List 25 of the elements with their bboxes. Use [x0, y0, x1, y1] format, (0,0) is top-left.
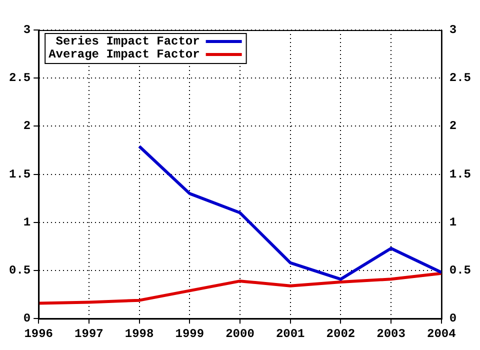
x-tick-label: 2002 — [326, 326, 356, 341]
y2-tick-label: 2.5 — [449, 71, 472, 86]
y-tick-label: 2 — [23, 119, 31, 134]
y2-tick-label: 0.5 — [449, 264, 472, 278]
y2-tick-label: 1.5 — [449, 167, 472, 182]
x-tick-label: 2003 — [376, 326, 406, 341]
y2-tick-label: 0 — [449, 312, 457, 326]
x-tick-label: 2001 — [276, 326, 305, 341]
x-tick-label: 2000 — [226, 326, 254, 341]
legend-label: Series Impact Factor — [56, 34, 200, 49]
x-tick-label: 1999 — [175, 326, 204, 341]
legend-label: Average Impact Factor — [48, 48, 200, 62]
y-tick-label: 0 — [23, 312, 31, 326]
y-tick-label: 1 — [23, 215, 31, 230]
y-tick-label: 1.5 — [8, 167, 31, 182]
y2-tick-label: 3 — [449, 23, 457, 38]
x-tick-label: 2004 — [426, 326, 456, 341]
y-tick-label: 0.5 — [8, 264, 31, 278]
y-tick-label: 3 — [23, 23, 31, 38]
x-tick-label: 1998 — [124, 326, 154, 341]
y-tick-label: 2.5 — [8, 71, 31, 86]
x-tick-label: 1996 — [24, 326, 54, 341]
y2-tick-label: 2 — [449, 119, 457, 134]
x-tick-label: 1997 — [74, 326, 104, 341]
y2-tick-label: 1 — [449, 215, 457, 230]
